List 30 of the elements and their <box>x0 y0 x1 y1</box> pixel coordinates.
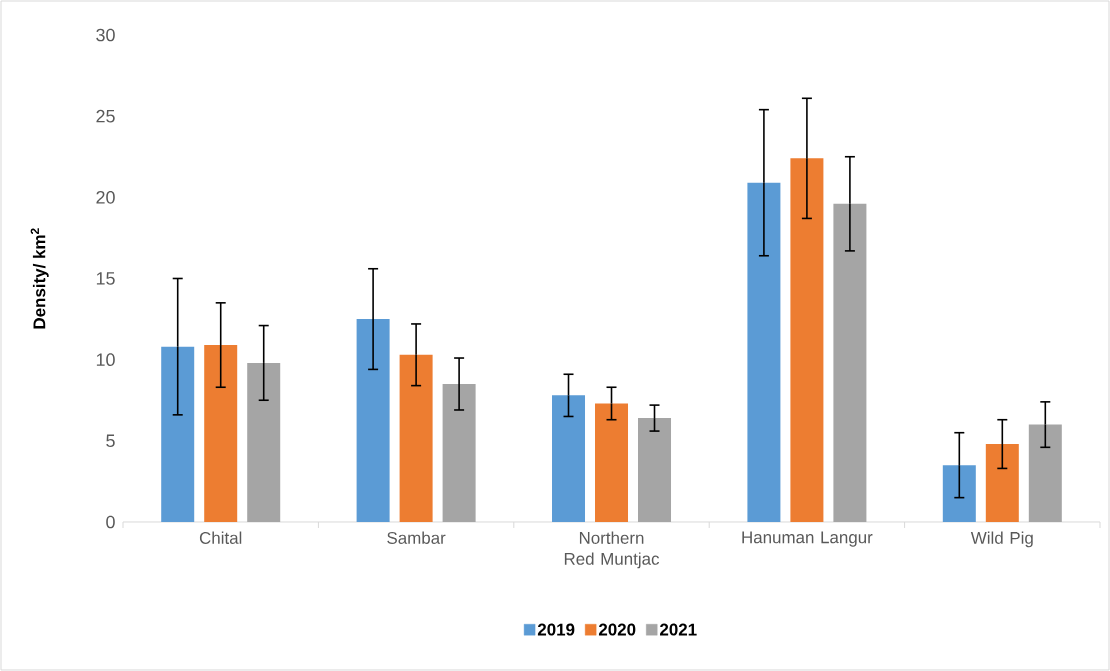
legend-label: 2019 <box>537 623 575 636</box>
bar <box>790 158 824 522</box>
bar <box>595 403 629 522</box>
bar <box>247 362 281 522</box>
x-tick-label: Hanuman Langur <box>742 531 873 547</box>
bar <box>1028 424 1062 522</box>
bar <box>399 354 433 522</box>
y-tick-label: 5 <box>106 434 115 448</box>
x-tick-label: Sambar <box>387 531 446 544</box>
legend-label: 2021 <box>660 623 697 636</box>
y-tick-label: 15 <box>96 272 115 285</box>
y-tick-label: 0 <box>106 515 115 529</box>
y-tick-label: 25 <box>96 109 115 123</box>
bar <box>747 182 781 522</box>
bar <box>161 346 195 522</box>
bar <box>985 444 1019 522</box>
bar <box>356 319 390 522</box>
y-axis-title: Density/ km$^{2}$ <box>30 228 49 329</box>
bar <box>552 395 586 522</box>
bar <box>638 418 672 522</box>
x-tick-label: Chital <box>199 531 242 544</box>
legend-label: 2020 <box>598 623 636 636</box>
bar <box>833 203 867 522</box>
x-tick-label: Wild Pig <box>970 531 1033 548</box>
bar <box>442 384 476 522</box>
y-tick-label: 10 <box>96 353 115 366</box>
y-tick-label: 30 <box>96 28 115 42</box>
y-tick-label: 20 <box>96 190 115 204</box>
bar <box>204 345 238 522</box>
x-tick-label: Northern Red Muntjac <box>564 531 660 569</box>
